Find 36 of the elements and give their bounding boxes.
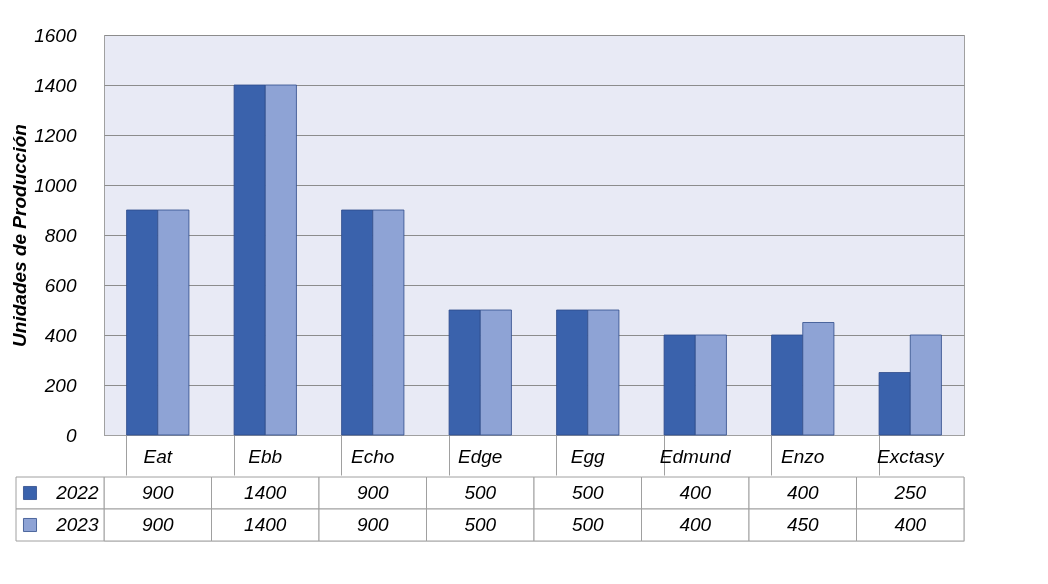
x-tick-label: Echo (351, 445, 395, 467)
y-tick-label: 1600 (34, 24, 77, 46)
x-tick-label: Edge (458, 445, 503, 467)
data-label: 1400 (244, 482, 287, 503)
y-tick-label: 200 (43, 374, 77, 396)
data-label: 400 (679, 514, 712, 535)
data-label: 450 (786, 514, 820, 535)
data-label: 500 (464, 482, 497, 503)
y-tick-label: 600 (44, 274, 77, 296)
data-label: 900 (141, 514, 175, 535)
data-label: 900 (141, 482, 175, 503)
data-label: 500 (571, 514, 605, 535)
y-tick-label: 1000 (34, 174, 77, 196)
data-label: 1400 (244, 514, 287, 535)
data-label: 400 (786, 482, 820, 503)
y-tick-label: 800 (44, 224, 77, 246)
y-tick-label: 0 (65, 424, 77, 446)
data-label: 250 (893, 482, 927, 503)
data-label: 500 (464, 514, 497, 535)
data-label: 400 (679, 482, 712, 503)
x-tick-label: Edmund (659, 445, 733, 467)
x-tick-label: Eat (143, 445, 173, 467)
data-label: 400 (894, 514, 927, 535)
y-axis-title: Unidades de Producción (9, 124, 31, 347)
data-label: 500 (571, 482, 605, 503)
x-tick-label: Exctasy (876, 445, 945, 467)
x-tick-label: Enzo (781, 445, 825, 467)
data-label: 900 (356, 482, 390, 503)
legend-label: 2022 (55, 482, 99, 503)
y-tick-label: 400 (44, 324, 77, 346)
y-tick-label: 1400 (34, 74, 77, 96)
x-tick-label: Egg (570, 445, 606, 467)
legend-label: 2023 (55, 514, 99, 535)
y-tick-label: 1200 (34, 124, 77, 146)
x-tick-label: Ebb (248, 445, 283, 467)
data-label: 900 (356, 514, 390, 535)
